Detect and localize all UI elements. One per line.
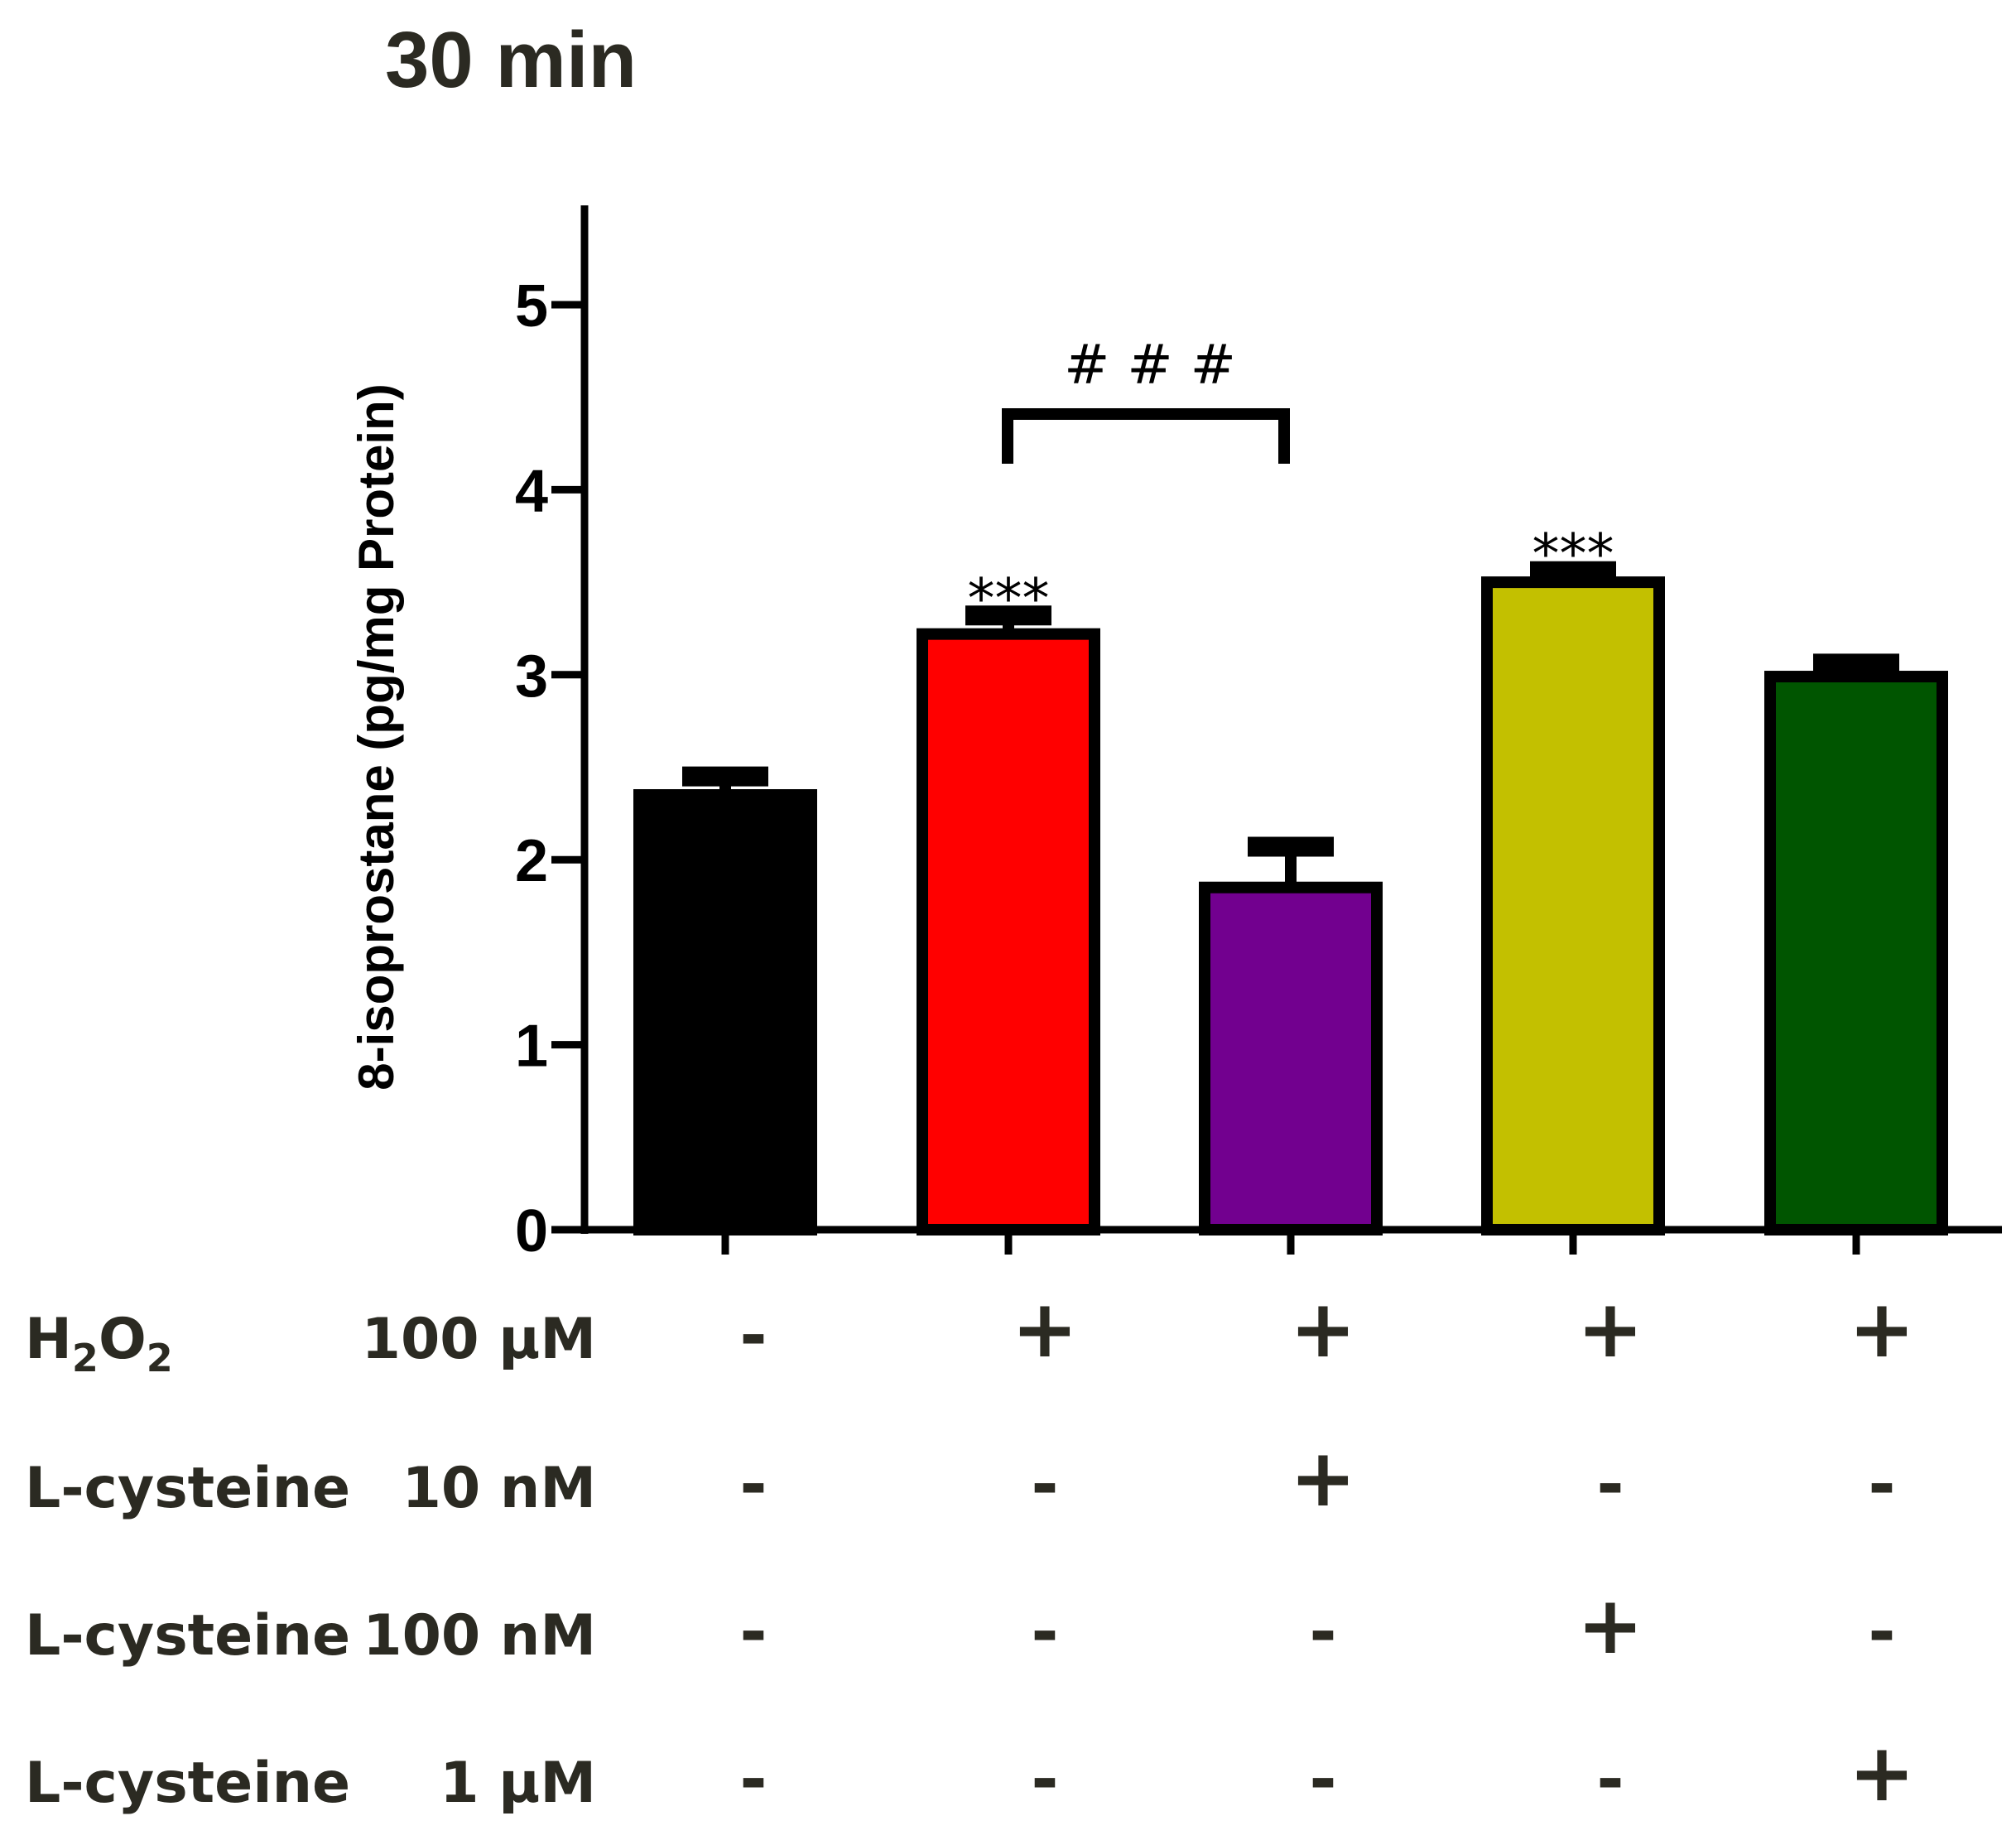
bar	[1764, 671, 1948, 1235]
bar	[1481, 576, 1665, 1235]
condition-name-subscript: 2	[147, 1336, 173, 1380]
bar	[917, 628, 1100, 1235]
condition-name-part: O	[99, 1307, 147, 1372]
y-tick-label: 4	[515, 458, 548, 524]
y-tick-label: 2	[515, 828, 548, 894]
condition-name-part: H	[25, 1307, 72, 1372]
significance-stars: ***	[1532, 523, 1614, 586]
condition-plus: +	[1012, 1283, 1078, 1375]
condition-minus: -	[739, 1297, 767, 1374]
y-tick-label: 0	[515, 1198, 548, 1264]
condition-minus: -	[1309, 1593, 1336, 1670]
y-tick-label: 5	[515, 273, 548, 340]
condition-minus: -	[1596, 1741, 1624, 1818]
condition-name-subscript: 2	[72, 1336, 99, 1380]
condition-name: L-cysteine	[25, 1603, 350, 1669]
y-ticks: 0 1 2 3 4 5	[515, 273, 585, 1264]
condition-minus: -	[1031, 1446, 1058, 1523]
significance-annotations: *** *** # # #	[968, 333, 1614, 630]
x-ticks	[721, 1230, 1860, 1255]
condition-concentration: 100 µM	[362, 1307, 596, 1372]
bar	[1199, 881, 1383, 1235]
condition-name: L-cysteine	[25, 1456, 350, 1521]
condition-minus: -	[1309, 1741, 1336, 1818]
significance-stars: ***	[968, 566, 1050, 630]
condition-minus: -	[1031, 1593, 1058, 1670]
significance-bracket	[1002, 408, 1290, 464]
condition-concentration: 10 nM	[402, 1456, 596, 1521]
condition-minus: -	[739, 1593, 767, 1670]
condition-plus: +	[1849, 1283, 1915, 1375]
condition-minus: -	[1868, 1593, 1895, 1670]
chart-title: 30 min	[385, 16, 637, 104]
condition-name: L-cysteine	[25, 1751, 350, 1816]
condition-minus: -	[1031, 1741, 1058, 1818]
condition-minus: -	[1596, 1446, 1624, 1523]
y-tick-label: 1	[515, 1014, 548, 1080]
condition-minus: -	[739, 1741, 767, 1818]
y-axis-label: 8-isoprostane (pg/mg Protein)	[349, 383, 404, 1090]
condition-plus: +	[1577, 1579, 1643, 1672]
condition-plus: +	[1849, 1727, 1915, 1819]
condition-table: H2O2 100 µM - + + + +L-cysteine 10 nM - - + - -L-cys…	[25, 1283, 1915, 1819]
condition-name: H2O2	[25, 1307, 173, 1380]
bars	[633, 561, 1948, 1235]
bracket-label: # # #	[1064, 333, 1236, 397]
condition-plus: +	[1290, 1283, 1356, 1375]
bar	[633, 789, 817, 1235]
condition-minus: -	[1868, 1446, 1895, 1523]
y-tick-label: 3	[515, 643, 548, 710]
condition-plus: +	[1577, 1283, 1643, 1375]
condition-concentration: 1 µM	[440, 1751, 596, 1816]
condition-minus: -	[739, 1446, 767, 1523]
condition-plus: +	[1290, 1432, 1356, 1525]
condition-concentration: 100 nM	[363, 1603, 596, 1669]
